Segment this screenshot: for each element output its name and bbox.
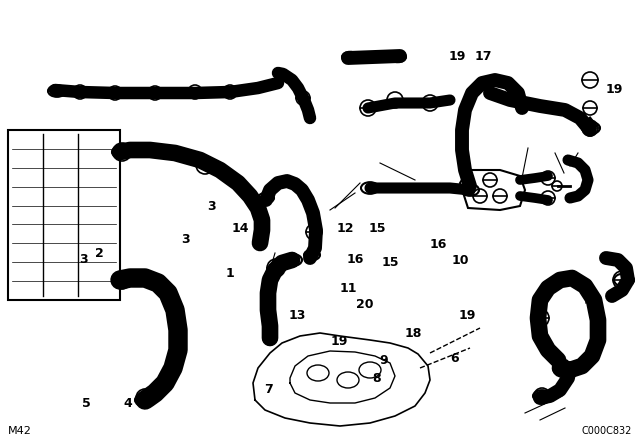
Text: 5: 5 <box>82 396 91 410</box>
Text: 11: 11 <box>340 282 358 296</box>
Text: 3: 3 <box>207 199 216 213</box>
Text: 2: 2 <box>95 246 104 260</box>
Text: 3: 3 <box>168 146 177 159</box>
Text: 3: 3 <box>181 233 190 246</box>
Text: 8: 8 <box>372 372 381 385</box>
Text: 15: 15 <box>381 255 399 269</box>
Text: M42: M42 <box>8 426 32 436</box>
Text: 6: 6 <box>450 352 459 365</box>
Text: 13: 13 <box>289 309 307 323</box>
Text: 3: 3 <box>79 253 88 267</box>
Text: 14: 14 <box>231 222 249 235</box>
Bar <box>8 130 120 300</box>
Text: 19: 19 <box>449 49 467 63</box>
Text: 4: 4 <box>124 396 132 410</box>
Text: 19: 19 <box>605 83 623 96</box>
Text: C000C832: C000C832 <box>582 426 632 436</box>
Text: 1: 1 <box>226 267 235 280</box>
Text: 19: 19 <box>458 309 476 323</box>
Text: 19: 19 <box>330 335 348 348</box>
Text: 12: 12 <box>337 222 355 235</box>
Text: 10: 10 <box>452 254 470 267</box>
Text: 7: 7 <box>264 383 273 396</box>
Text: 16: 16 <box>346 253 364 267</box>
Text: 18: 18 <box>404 327 422 340</box>
Text: 17: 17 <box>474 49 492 63</box>
Text: 20: 20 <box>356 298 374 311</box>
Text: 15: 15 <box>369 222 387 235</box>
Text: 9: 9 <box>380 354 388 367</box>
Text: 16: 16 <box>429 237 447 251</box>
